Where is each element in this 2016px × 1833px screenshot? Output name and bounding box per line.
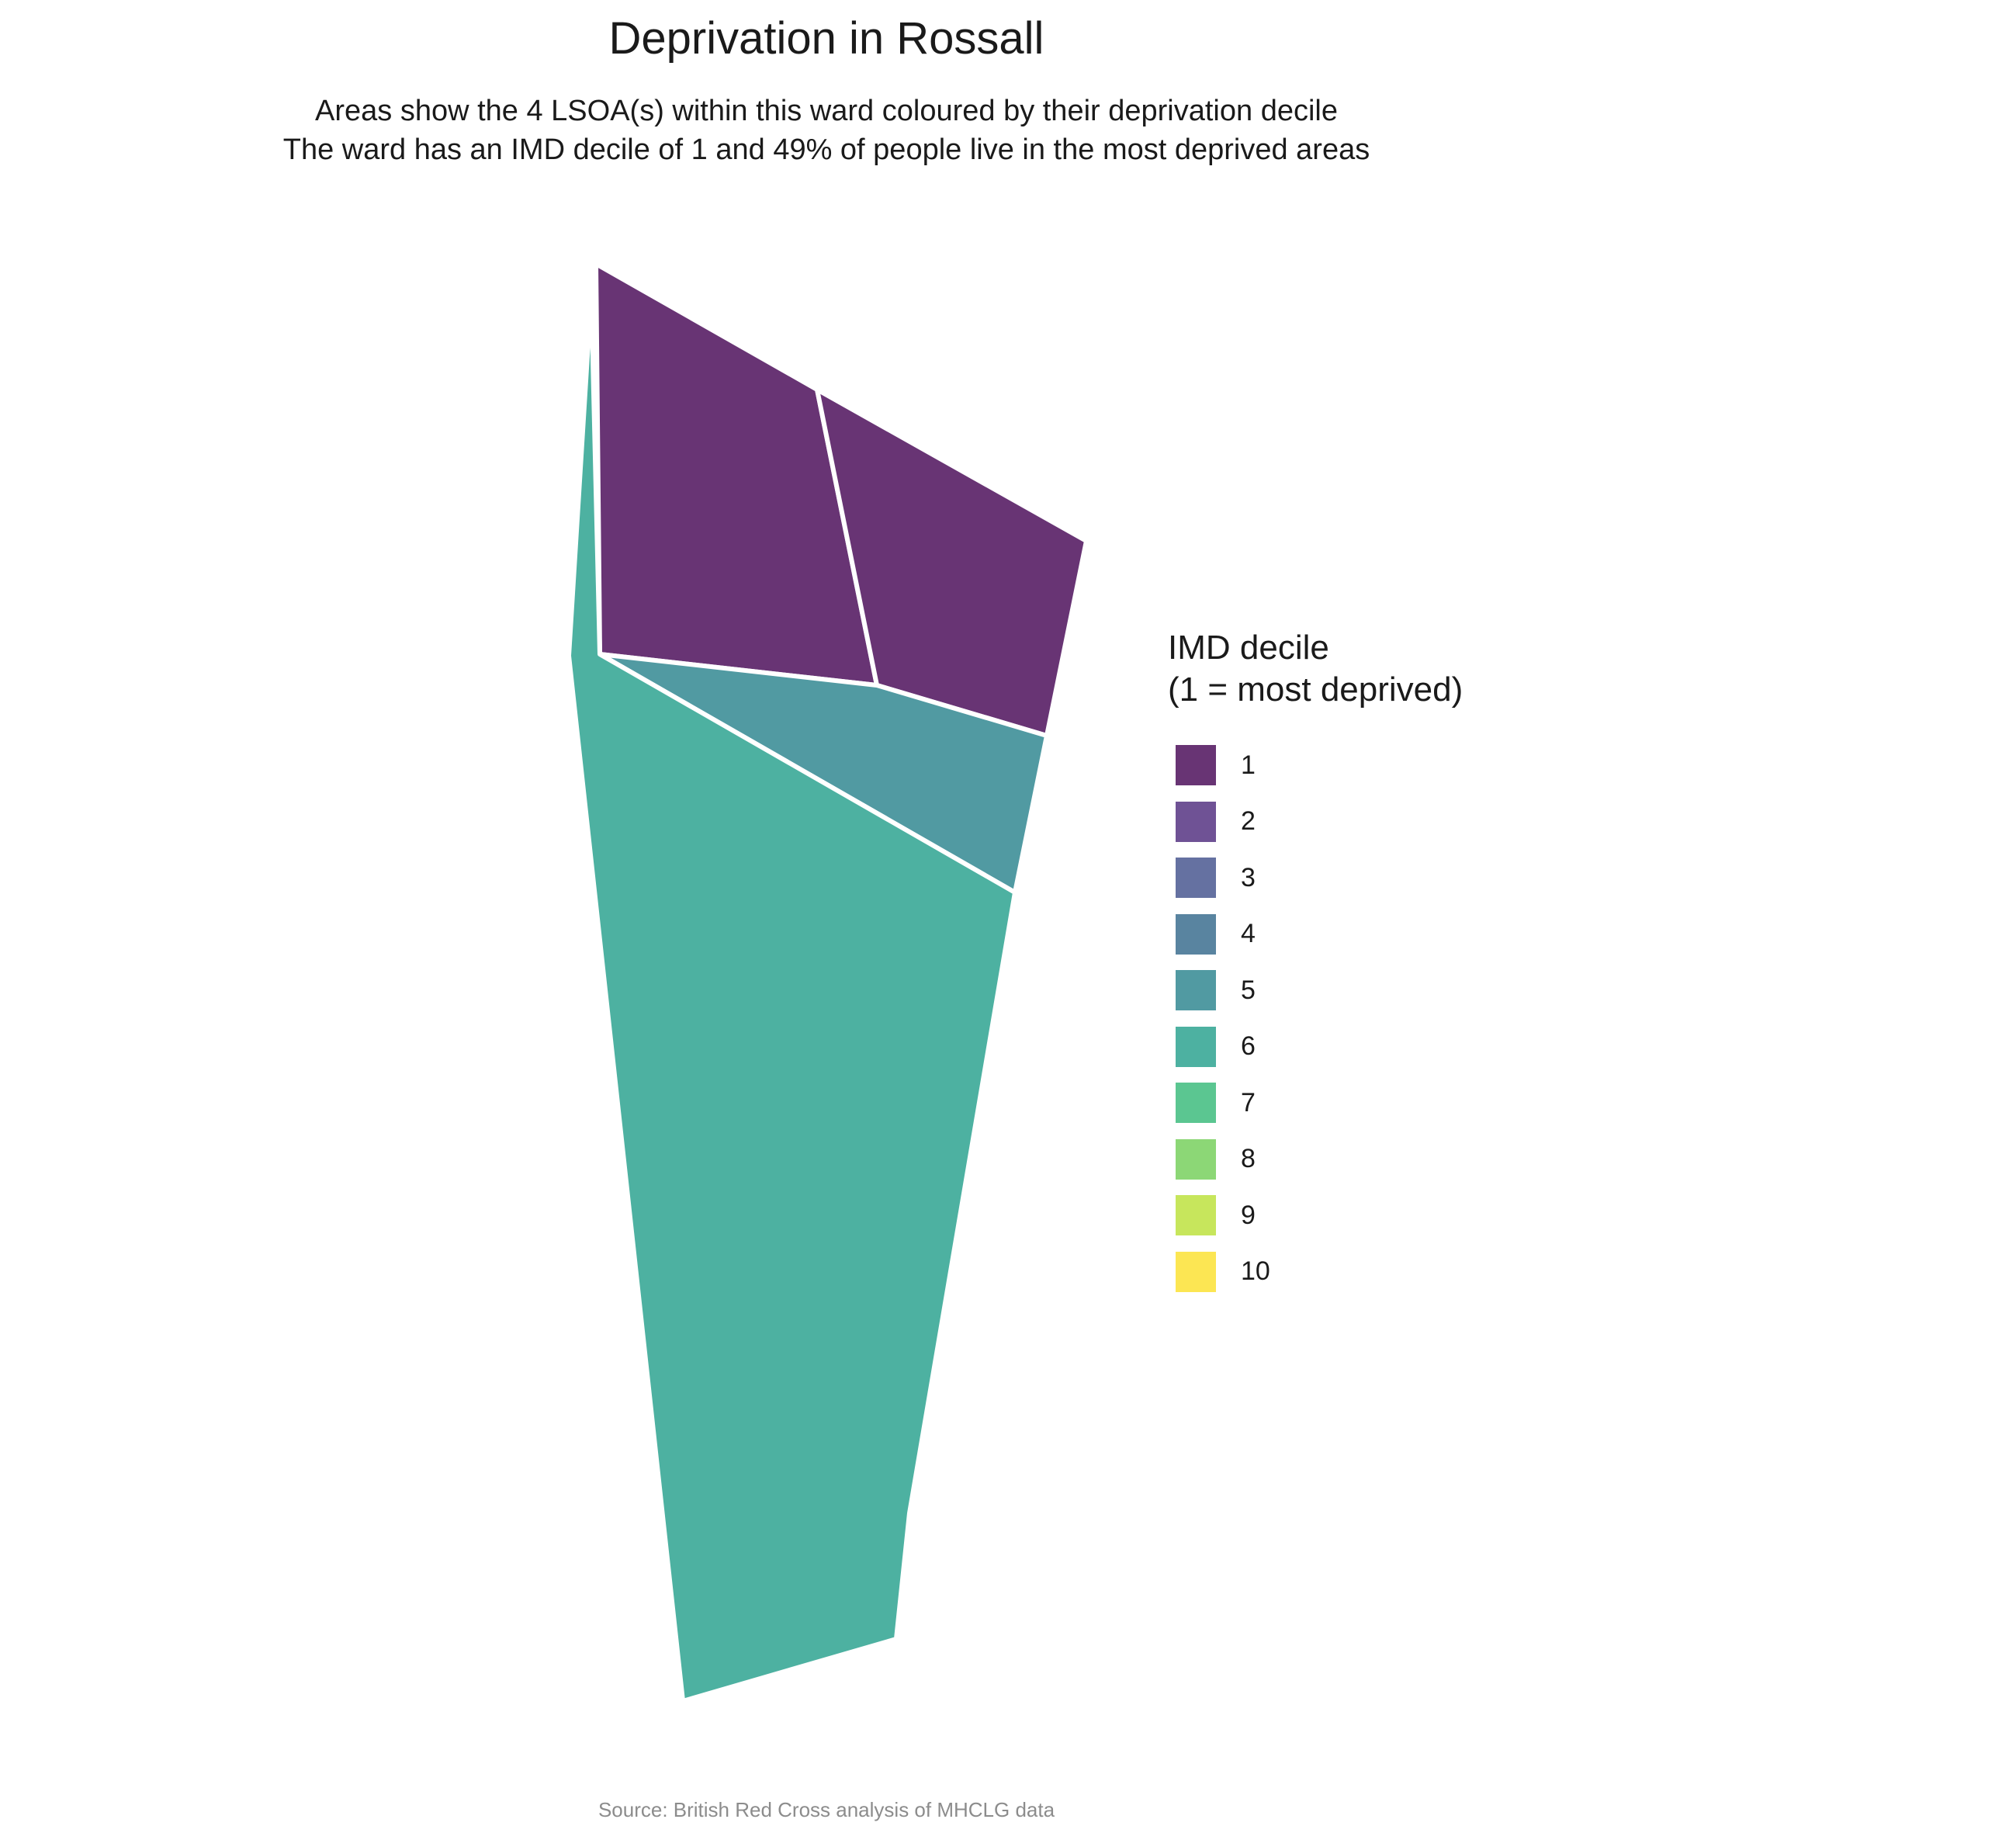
legend-item-6: 6 (1168, 1019, 1463, 1076)
legend: IMD decile (1 = most deprived) 1 2 3 4 5 6 7 8 9… (1168, 627, 1463, 1300)
subtitle-line-2: The ward has an IMD decile of 1 and 49% … (282, 133, 1370, 166)
chart-subtitle: Areas show the 4 LSOA(s) within this war… (0, 92, 1653, 169)
legend-item-9: 9 (1168, 1187, 1463, 1244)
legend-item-1: 1 (1168, 737, 1463, 794)
legend-label: 9 (1241, 1200, 1256, 1230)
legend-swatch (1176, 801, 1216, 842)
legend-label: 3 (1241, 862, 1256, 892)
legend-swatch (1176, 858, 1216, 899)
source-caption: Source: British Red Cross analysis of MH… (598, 1798, 1055, 1821)
legend-item-2: 2 (1168, 794, 1463, 851)
lsoa-area-4 (566, 291, 1017, 1703)
legend-items: 1 2 3 4 5 6 7 8 9 10 (1168, 737, 1463, 1300)
legend-swatch (1176, 1026, 1216, 1067)
chart-title: Deprivation in Rossall (608, 13, 1044, 64)
legend-item-8: 8 (1168, 1131, 1463, 1188)
legend-item-10: 10 (1168, 1244, 1463, 1301)
legend-label: 1 (1241, 750, 1256, 780)
legend-title-line-1: IMD decile (1168, 629, 1329, 667)
legend-swatch (1176, 970, 1216, 1011)
legend-item-4: 4 (1168, 906, 1463, 963)
subtitle-line-1: Areas show the 4 LSOA(s) within this war… (315, 95, 1338, 127)
legend-item-7: 7 (1168, 1075, 1463, 1131)
legend-title: IMD decile (1 = most deprived) (1168, 627, 1463, 711)
legend-label: 10 (1241, 1256, 1270, 1287)
legend-item-5: 5 (1168, 962, 1463, 1019)
legend-swatch (1176, 745, 1216, 786)
legend-swatch (1176, 1138, 1216, 1180)
legend-item-3: 3 (1168, 850, 1463, 906)
legend-label: 4 (1241, 919, 1256, 949)
legend-label: 5 (1241, 975, 1256, 1005)
legend-label: 7 (1241, 1087, 1256, 1117)
legend-label: 6 (1241, 1031, 1256, 1062)
legend-swatch (1176, 1195, 1216, 1236)
legend-swatch (1176, 1083, 1216, 1124)
legend-label: 2 (1241, 806, 1256, 837)
legend-title-line-2: (1 = most deprived) (1168, 670, 1464, 709)
legend-swatch (1176, 1251, 1216, 1292)
legend-swatch (1176, 913, 1216, 955)
legend-label: 8 (1241, 1144, 1256, 1174)
